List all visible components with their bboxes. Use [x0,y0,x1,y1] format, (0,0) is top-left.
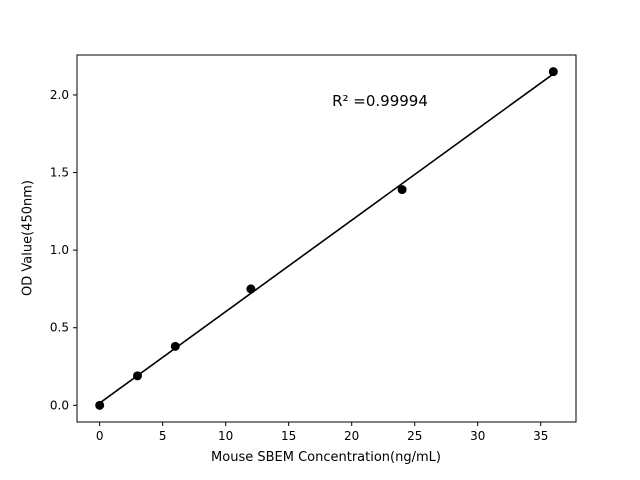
x-tick-label: 25 [407,429,422,443]
data-point [170,341,180,351]
x-tick-label: 15 [281,429,296,443]
x-tick-label: 5 [159,429,167,443]
y-tick-label: 1.5 [50,166,69,180]
y-tick-label: 0.0 [50,398,69,412]
y-axis-label: OD Value(450nm) [20,180,36,296]
data-point [95,400,105,410]
x-tick-label: 30 [470,429,485,443]
x-axis-label: Mouse SBEM Concentration(ng/mL) [211,450,441,465]
x-tick-label: 10 [218,429,233,443]
data-point [132,371,142,381]
data-point [246,284,256,294]
y-tick-label: 2.0 [50,88,69,102]
y-tick-label: 0.5 [50,321,69,335]
x-tick-label: 35 [533,429,548,443]
r-squared-annotation: R² =0.99994 [332,92,428,110]
y-tick-label: 1.0 [50,243,69,257]
x-tick-label: 20 [344,429,359,443]
data-point [548,67,558,77]
data-point [397,185,407,195]
x-tick-label: 0 [96,429,104,443]
